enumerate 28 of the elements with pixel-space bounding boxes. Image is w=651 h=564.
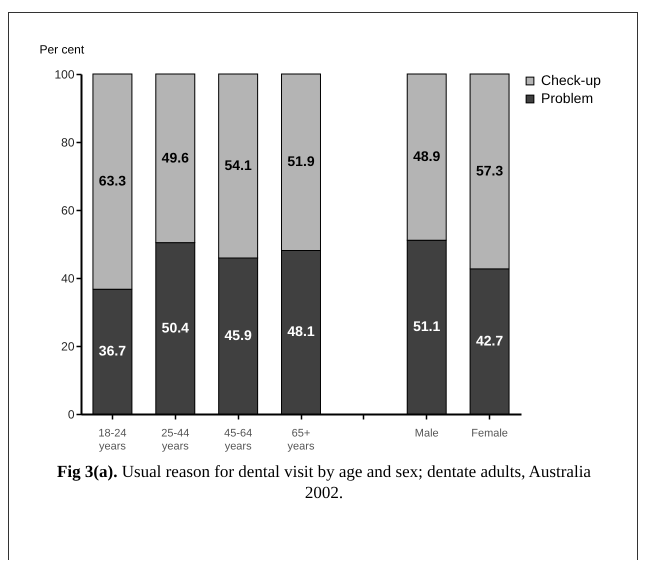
y-tick-label: 20 [61, 340, 75, 354]
data-label: 50.4 [162, 319, 190, 336]
data-label: 51.1 [413, 318, 441, 334]
data-label: 54.1 [224, 156, 252, 173]
x-tick-label: 18-24 years [98, 428, 126, 452]
y-tick-label: 0 [68, 408, 75, 422]
x-tick-label: 65+ years [288, 428, 315, 452]
legend-label: Problem [541, 90, 594, 106]
caption: Fig 3(a). Usual reason for dental visit by age and sex; dentate adults, Australia 2002. [56, 461, 592, 503]
data-label: 49.6 [162, 149, 190, 166]
y-tick-label: 80 [61, 136, 75, 150]
data-label: 45.9 [224, 326, 252, 343]
legend-label: Check-up [541, 72, 602, 88]
data-label: 48.9 [413, 148, 441, 164]
data-label: 51.9 [287, 153, 315, 170]
x-tick-label: 25-44 years [161, 428, 190, 452]
data-label: 48.1 [287, 323, 315, 340]
data-label: 42.7 [476, 332, 504, 348]
x-tick-label: Male [414, 428, 439, 440]
y-tick-label: 100 [54, 68, 75, 82]
y-tick-label: 60 [61, 204, 75, 218]
x-tick-label: Female [471, 428, 508, 440]
data-label: 36.7 [98, 342, 126, 359]
x-tick-label: 45-64 years [224, 428, 252, 452]
y-axis-title: Per cent [40, 42, 85, 56]
y-tick-label: 40 [61, 272, 75, 286]
data-label: 57.3 [476, 162, 504, 178]
data-label: 63.3 [98, 172, 126, 189]
